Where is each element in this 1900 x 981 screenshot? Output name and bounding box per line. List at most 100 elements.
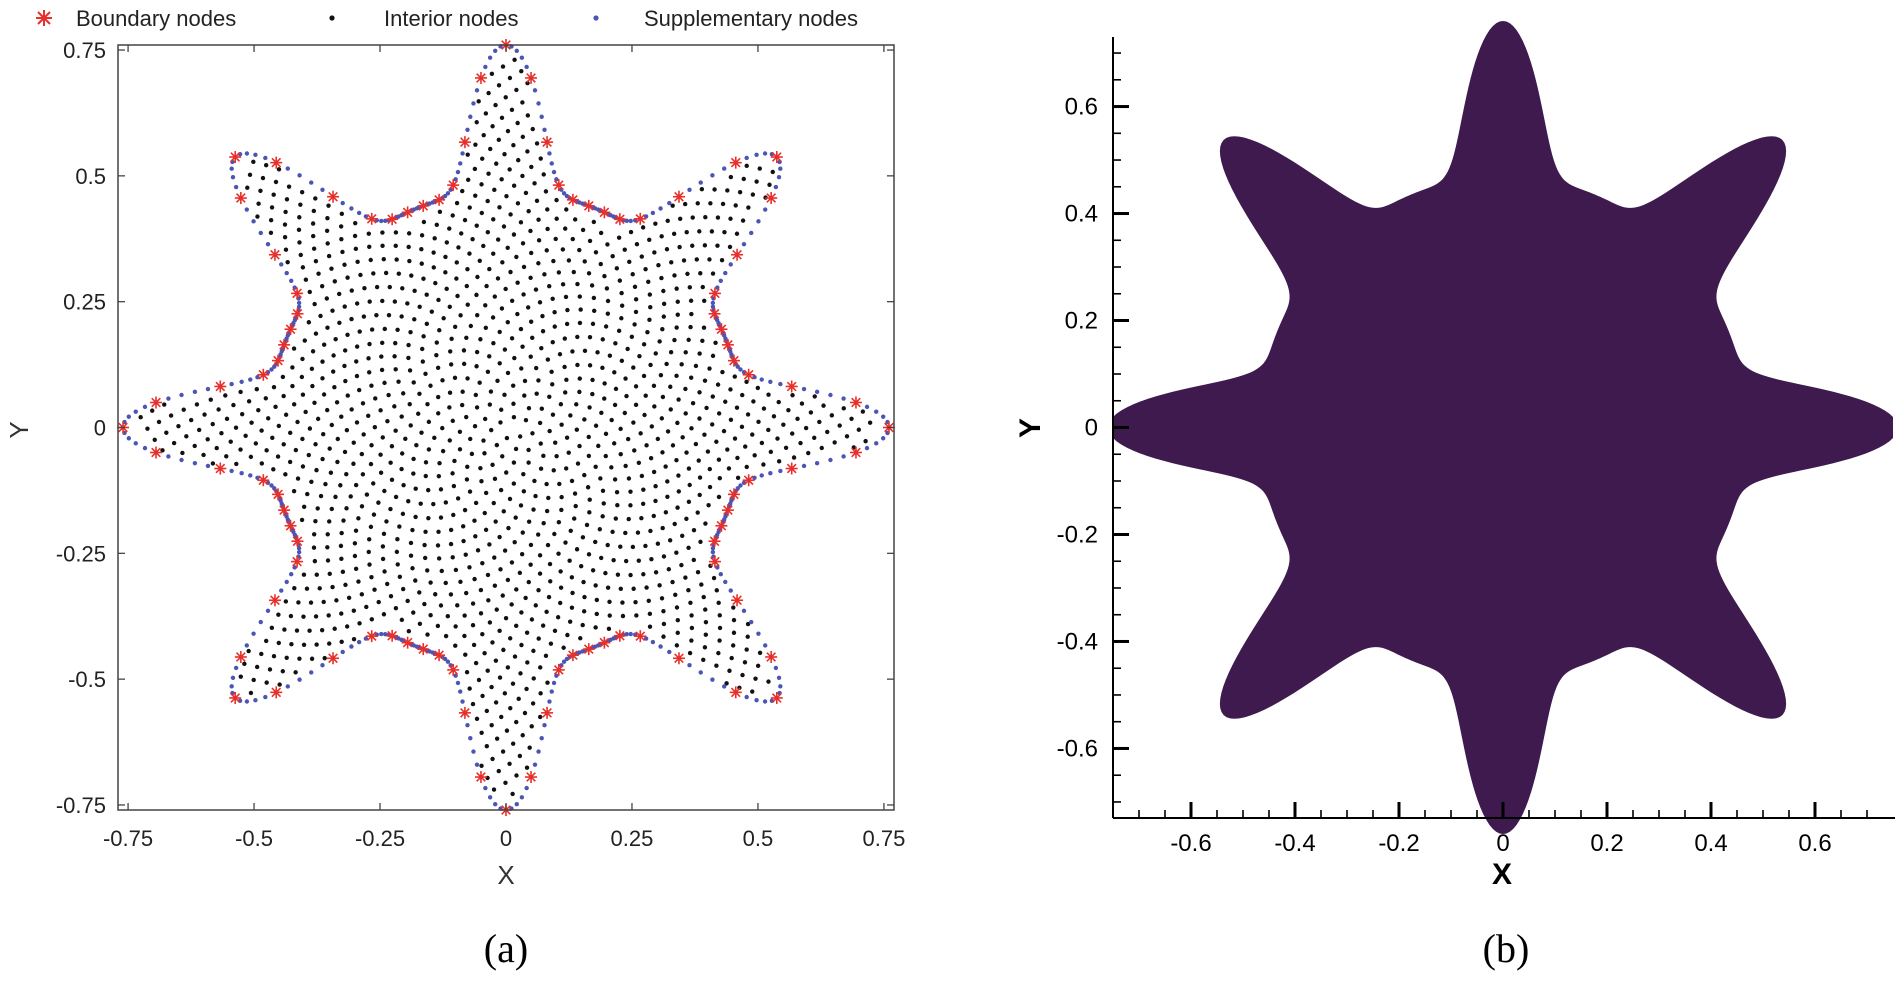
interior-node bbox=[697, 492, 702, 498]
interior-node bbox=[643, 543, 648, 549]
interior-node bbox=[491, 500, 496, 506]
interior-node bbox=[745, 621, 751, 627]
interior-node bbox=[607, 613, 612, 618]
interior-node bbox=[407, 258, 412, 264]
interior-node bbox=[720, 369, 725, 375]
interior-node bbox=[369, 383, 374, 388]
interior-node bbox=[715, 243, 720, 248]
interior-node bbox=[255, 214, 260, 219]
supplementary-node bbox=[547, 699, 552, 704]
interior-node bbox=[434, 340, 439, 345]
interior-node bbox=[499, 115, 505, 120]
boundary-node bbox=[458, 136, 471, 149]
interior-node bbox=[563, 294, 569, 300]
interior-node bbox=[686, 545, 691, 551]
interior-node bbox=[556, 520, 562, 525]
interior-node bbox=[467, 205, 472, 210]
interior-node bbox=[426, 447, 432, 452]
interior-node bbox=[744, 379, 749, 385]
interior-node bbox=[517, 434, 523, 439]
interior-node bbox=[602, 273, 607, 279]
interior-node bbox=[271, 384, 277, 390]
boundary-node bbox=[447, 663, 460, 676]
supplementary-node bbox=[539, 114, 544, 119]
supplementary-node bbox=[710, 549, 716, 555]
boundary-node bbox=[525, 71, 538, 84]
interior-node bbox=[423, 473, 428, 479]
interior-node bbox=[518, 220, 524, 225]
interior-node bbox=[210, 461, 216, 466]
interior-node bbox=[312, 400, 317, 405]
interior-node bbox=[202, 412, 207, 417]
interior-node bbox=[508, 705, 513, 711]
interior-node bbox=[564, 435, 570, 440]
interior-node bbox=[799, 401, 805, 406]
interior-node bbox=[181, 407, 186, 412]
supplementary-node bbox=[230, 175, 236, 180]
interior-node bbox=[615, 572, 621, 577]
interior-node bbox=[521, 471, 526, 477]
interior-node bbox=[369, 327, 375, 332]
supplementary-node bbox=[549, 689, 554, 694]
interior-node bbox=[361, 432, 366, 437]
interior-node bbox=[460, 389, 465, 394]
supplementary-node bbox=[698, 670, 703, 675]
interior-node bbox=[492, 583, 498, 588]
supplementary-node bbox=[547, 151, 552, 156]
supplementary-node bbox=[363, 214, 369, 219]
interior-node bbox=[411, 380, 416, 385]
interior-node bbox=[481, 438, 486, 443]
interior-node bbox=[592, 308, 597, 313]
interior-node bbox=[601, 501, 606, 506]
interior-node bbox=[447, 438, 452, 443]
supplementary-node bbox=[269, 367, 274, 372]
interior-node bbox=[732, 374, 737, 379]
interior-node bbox=[476, 99, 481, 104]
interior-node bbox=[387, 284, 392, 290]
interior-node bbox=[491, 787, 497, 792]
interior-node bbox=[685, 271, 690, 277]
supplementary-node bbox=[754, 697, 759, 703]
interior-node bbox=[313, 331, 319, 336]
y-tick-label-a: 0.5 bbox=[75, 164, 106, 189]
interior-node bbox=[750, 689, 755, 694]
interior-node bbox=[622, 247, 627, 252]
interior-node bbox=[703, 521, 708, 526]
interior-node bbox=[863, 438, 868, 444]
interior-node bbox=[421, 334, 426, 339]
interior-node bbox=[354, 344, 360, 349]
interior-node bbox=[478, 337, 483, 342]
interior-node bbox=[511, 481, 517, 486]
interior-node bbox=[351, 608, 357, 613]
interior-node bbox=[659, 234, 664, 239]
interior-node bbox=[267, 667, 273, 672]
interior-node bbox=[449, 336, 454, 342]
interior-node bbox=[643, 393, 648, 398]
interior-node bbox=[345, 393, 350, 398]
interior-node bbox=[686, 337, 691, 343]
interior-node bbox=[531, 676, 536, 681]
interior-node bbox=[514, 587, 519, 592]
interior-node bbox=[271, 654, 277, 659]
interior-node bbox=[600, 488, 606, 493]
interior-node bbox=[345, 332, 350, 337]
interior-node bbox=[366, 413, 371, 418]
interior-node bbox=[487, 354, 492, 359]
interior-node bbox=[653, 221, 658, 226]
interior-node bbox=[670, 203, 675, 208]
interior-node bbox=[524, 686, 529, 692]
interior-node bbox=[550, 412, 556, 417]
interior-node bbox=[593, 423, 599, 428]
interior-node bbox=[462, 507, 468, 513]
interior-node bbox=[755, 385, 761, 391]
interior-node bbox=[160, 448, 165, 453]
interior-node bbox=[294, 628, 300, 633]
interior-node bbox=[544, 609, 549, 615]
interior-node bbox=[393, 243, 398, 249]
interior-node bbox=[447, 405, 452, 410]
interior-node bbox=[441, 316, 446, 321]
interior-node bbox=[276, 640, 281, 646]
interior-node bbox=[543, 189, 549, 194]
interior-node bbox=[428, 580, 433, 585]
interior-node bbox=[284, 197, 290, 202]
